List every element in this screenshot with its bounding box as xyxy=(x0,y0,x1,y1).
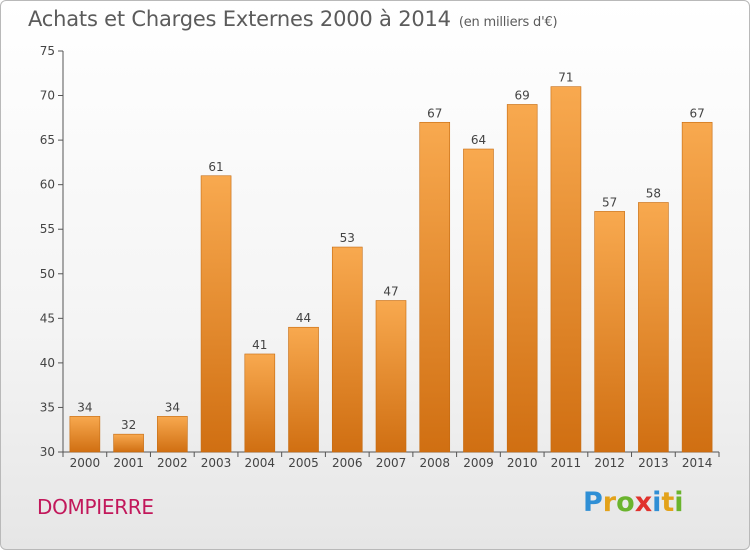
x-tick-label: 2000 xyxy=(70,456,101,470)
data-label: 69 xyxy=(515,88,530,102)
x-tick-label: 2005 xyxy=(288,456,319,470)
x-tick-label: 2011 xyxy=(551,456,582,470)
bar xyxy=(331,246,363,453)
y-tick-label: 55 xyxy=(40,222,55,236)
logo-letter: o xyxy=(616,487,635,518)
data-label: 64 xyxy=(471,133,486,147)
x-tick-label: 2014 xyxy=(682,456,713,470)
y-tick-label: 60 xyxy=(40,178,55,192)
y-tick-label: 45 xyxy=(40,311,55,325)
y-tick-label: 65 xyxy=(40,133,55,147)
x-tick-label: 2013 xyxy=(638,456,669,470)
x-tick-label: 2009 xyxy=(463,456,494,470)
logo-letter: i xyxy=(652,487,662,518)
data-label: 34 xyxy=(165,400,180,414)
bar xyxy=(288,326,319,453)
logo-letter: r xyxy=(602,487,617,518)
x-tick-label: 2012 xyxy=(594,456,625,470)
bar xyxy=(681,121,713,453)
y-tick-label: 40 xyxy=(40,356,55,370)
bar xyxy=(506,104,538,453)
bar xyxy=(594,211,625,453)
bar xyxy=(69,416,101,453)
bar xyxy=(463,148,494,453)
bar xyxy=(419,121,451,453)
data-label: 67 xyxy=(689,106,704,120)
data-label: 44 xyxy=(296,311,311,325)
chart-title: Achats et Charges Externes 2000 à 2014 (e… xyxy=(28,7,558,31)
x-tick-label: 2010 xyxy=(507,456,538,470)
commune-name: DOMPIERRE xyxy=(37,495,154,519)
y-tick-label: 70 xyxy=(40,89,55,103)
x-tick-label: 2007 xyxy=(376,456,407,470)
chart-title-text: Achats et Charges Externes 2000 à 2014 xyxy=(28,7,451,31)
bar xyxy=(375,300,407,453)
y-tick-label: 30 xyxy=(40,445,55,459)
data-label: 32 xyxy=(121,418,136,432)
bar xyxy=(244,353,276,453)
y-tick-label: 75 xyxy=(40,44,55,58)
x-tick-label: 2004 xyxy=(245,456,276,470)
x-tick-label: 2008 xyxy=(419,456,450,470)
logo-letter: i xyxy=(674,487,684,518)
x-tick-label: 2002 xyxy=(157,456,188,470)
logo-letter: P xyxy=(583,487,603,518)
chart-subtitle: (en milliers d'€) xyxy=(458,15,558,30)
x-tick-label: 2003 xyxy=(201,456,232,470)
bar xyxy=(113,433,144,453)
x-tick-label: 2001 xyxy=(113,456,144,470)
y-tick-label: 50 xyxy=(40,267,55,281)
data-label: 47 xyxy=(383,285,398,299)
bar xyxy=(157,416,188,453)
proxiti-logo: Proxiti xyxy=(583,487,684,518)
logo-letter: x xyxy=(634,487,653,518)
data-label: 34 xyxy=(77,400,92,414)
bar xyxy=(200,175,232,453)
data-label: 67 xyxy=(427,106,442,120)
data-label: 53 xyxy=(340,231,355,245)
bar xyxy=(638,202,669,453)
logo-letter: t xyxy=(661,487,675,518)
data-label: 71 xyxy=(558,71,573,85)
x-tick-label: 2006 xyxy=(332,456,363,470)
data-label: 57 xyxy=(602,195,617,209)
data-label: 58 xyxy=(646,186,661,200)
bar xyxy=(550,86,582,453)
data-label: 41 xyxy=(252,338,267,352)
y-tick-label: 35 xyxy=(40,400,55,414)
data-label: 61 xyxy=(208,160,223,174)
